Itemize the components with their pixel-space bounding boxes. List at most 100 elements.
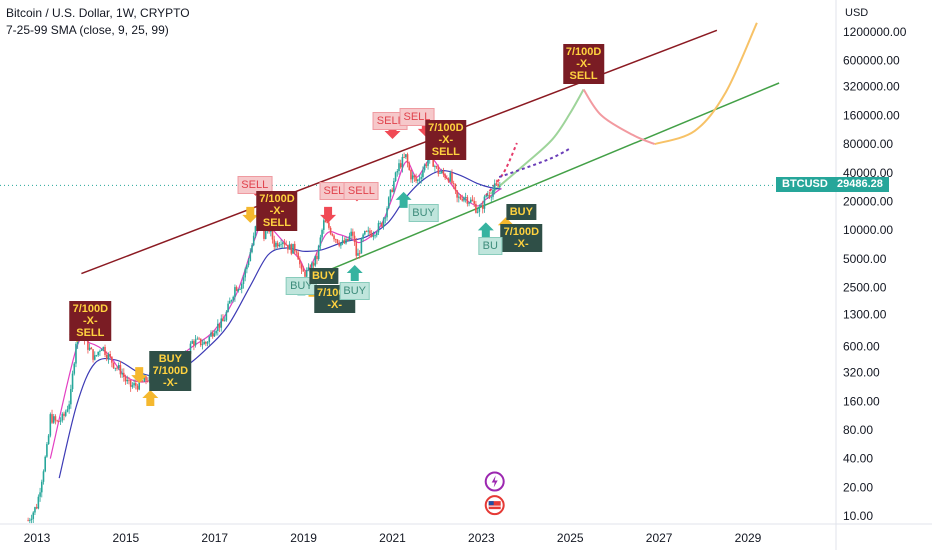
candle-body <box>270 230 272 232</box>
sell-arrow-icon <box>131 367 148 384</box>
signal-label-line: -X- <box>327 298 343 311</box>
candle-body <box>481 205 484 209</box>
candle-body <box>232 296 235 301</box>
signal-label-line: SELL <box>262 216 292 229</box>
candle-body <box>379 222 381 224</box>
candle-body <box>423 164 426 171</box>
candle-body <box>206 342 209 344</box>
candle-body <box>29 520 31 521</box>
candle-body <box>237 289 240 291</box>
candle-body <box>133 383 135 386</box>
projection-curve-red[interactable] <box>582 88 656 146</box>
candle-body <box>471 199 474 202</box>
candle-body <box>134 383 137 386</box>
candle-body <box>369 230 371 234</box>
candle-body <box>100 349 103 352</box>
candle-body <box>111 356 113 363</box>
candle-body <box>126 379 129 382</box>
candle-body <box>285 244 287 246</box>
candle-body <box>64 411 67 416</box>
candle-body <box>116 367 118 369</box>
candle-body <box>334 239 337 241</box>
candle-body <box>341 240 344 244</box>
candle-body <box>413 175 416 178</box>
candle-body <box>138 379 141 390</box>
candle-body <box>92 349 94 360</box>
candle-body <box>228 300 231 304</box>
candle-body <box>87 339 89 350</box>
projection-curve-orange[interactable] <box>654 22 758 146</box>
candle-body <box>40 481 43 493</box>
candle-body <box>220 318 223 328</box>
candle-body <box>384 217 387 219</box>
signal-label-line: SELL <box>347 184 375 197</box>
candle-body <box>302 269 305 272</box>
candle-body <box>90 347 93 350</box>
upper-channel-line[interactable] <box>81 29 718 275</box>
dotted-projection-purple[interactable] <box>498 147 571 179</box>
candle-body <box>324 220 327 223</box>
candle-body <box>331 233 334 236</box>
candle-body <box>381 222 383 227</box>
current-price-badge: BTCUSD 29486.28 <box>776 177 889 193</box>
pale-buy-signal-label: BU <box>478 237 502 256</box>
candle-body <box>437 167 440 174</box>
candle-body <box>382 218 385 227</box>
candle-body <box>223 320 226 322</box>
candle-body <box>146 380 149 382</box>
x-tick-label: 2025 <box>557 531 584 545</box>
flag-icon[interactable] <box>484 495 505 516</box>
candle-body <box>492 189 494 197</box>
candle-body <box>227 303 229 312</box>
candle-body <box>352 231 354 236</box>
buy-signal-label: BUY 7/100D -X- <box>149 351 192 392</box>
sell-signal-label: 7/100D -X- SELL <box>69 301 112 342</box>
dotted-projection-pink[interactable] <box>485 142 518 197</box>
indicator-legend[interactable]: 7-25-99 SMA (close, 9, 25, 99) <box>6 23 169 37</box>
candle-body <box>466 197 469 204</box>
lower-channel-line[interactable] <box>303 82 780 282</box>
candle-body <box>300 264 303 270</box>
signal-label-line: BUY <box>412 207 435 220</box>
candle-body <box>386 208 388 218</box>
candle-body <box>398 163 400 171</box>
projection-curve-green[interactable] <box>489 88 585 195</box>
candle-body <box>416 179 419 182</box>
candle-body <box>459 196 462 199</box>
candle-body <box>322 220 325 230</box>
candle-body <box>99 351 101 352</box>
candle-body <box>410 169 412 180</box>
candle-body <box>288 244 291 250</box>
signal-label-line: -X- <box>438 134 454 147</box>
candle-body <box>353 235 356 243</box>
candle-body <box>240 283 243 290</box>
candle-body <box>290 244 293 254</box>
candle-body <box>273 239 276 247</box>
lightning-icon[interactable] <box>484 471 505 492</box>
candle-body <box>196 338 199 340</box>
candle-body <box>328 222 330 228</box>
signal-label-line: -X- <box>162 377 178 390</box>
sell-signal-label: 7/100D -X- SELL <box>256 190 298 231</box>
candle-body <box>469 199 472 203</box>
candle-body <box>275 242 277 247</box>
candle-body <box>198 338 200 340</box>
candle-body <box>287 244 289 250</box>
candle-body <box>418 178 421 180</box>
candle-body <box>321 229 323 238</box>
candle-body <box>129 380 132 387</box>
candle-body <box>191 341 193 344</box>
candle-body <box>217 323 219 331</box>
buy-arrow-icon <box>142 390 159 407</box>
candle-body <box>278 244 281 247</box>
candle-body <box>234 287 236 297</box>
signal-label-line: SELL <box>569 69 598 82</box>
candle-body <box>319 237 322 246</box>
candle-body <box>30 518 33 521</box>
candle-body <box>230 300 233 301</box>
candle-body <box>124 377 127 382</box>
candle-body <box>343 240 346 244</box>
candle-body <box>435 166 438 168</box>
candle-body <box>377 223 380 233</box>
